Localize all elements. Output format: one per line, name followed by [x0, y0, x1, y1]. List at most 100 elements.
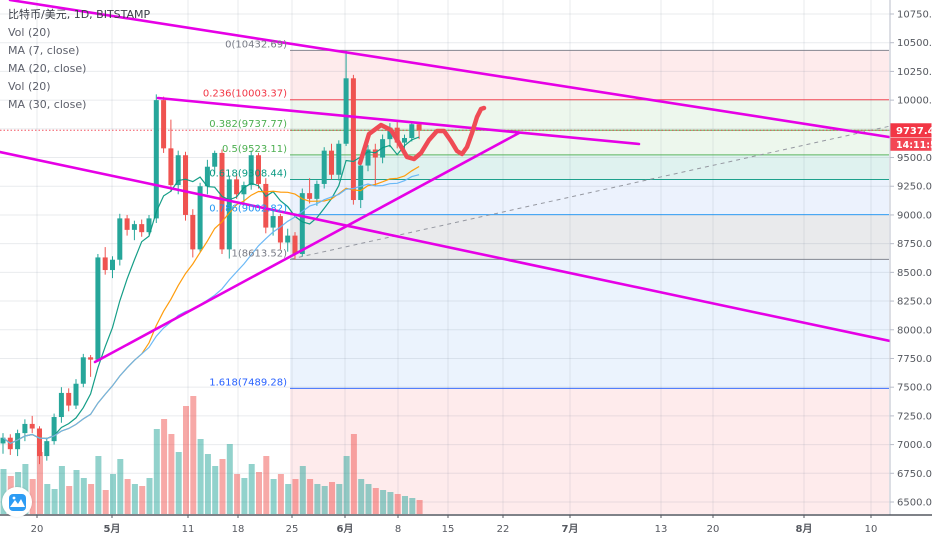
tradingview-logo[interactable]	[2, 487, 32, 517]
lower-channel-line[interactable]	[0, 150, 890, 343]
price-tick-label: 6750.00	[897, 469, 932, 480]
volume-bar	[190, 396, 197, 514]
candle-body	[329, 150, 334, 175]
fib-band	[290, 388, 889, 514]
time-tick-label: 18	[232, 524, 245, 535]
legend-ma30[interactable]: MA (30, close)	[8, 98, 87, 111]
volume-bar	[292, 479, 299, 514]
candle-body	[102, 257, 108, 271]
candle-body	[212, 152, 218, 167]
volume-histogram	[0, 396, 423, 514]
volume-bar	[416, 500, 423, 514]
volume-bar	[234, 474, 241, 514]
price-axis-ticks[interactable]: 10750.0010500.0010250.0010000.009750.009…	[890, 10, 932, 509]
last-price-label-bg	[890, 123, 932, 138]
volume-bar	[110, 474, 116, 514]
countdown-value: 14:11:52	[896, 140, 932, 151]
volume-bar	[350, 434, 357, 514]
time-tick-label: 11	[182, 524, 195, 535]
volume-bar	[329, 482, 335, 514]
volume-bar	[139, 486, 146, 514]
legend-vol-2[interactable]: Vol (20)	[8, 80, 51, 93]
legend-ma7[interactable]: MA (7, close)	[8, 44, 80, 57]
volume-bar	[336, 484, 343, 514]
price-axis-panel[interactable]	[890, 0, 932, 550]
candle-body	[66, 392, 72, 406]
volume-bar	[80, 478, 87, 514]
price-tick-label: 10500.00	[897, 38, 932, 49]
candle-body	[365, 149, 371, 166]
candle-body	[29, 423, 35, 429]
fib-anchor-dashed-line[interactable]	[290, 117, 931, 260]
price-tick-label: 9000.00	[897, 210, 932, 221]
price-tick-label: 10000.00	[897, 96, 932, 107]
volume-bar	[365, 484, 372, 514]
candlestick-series	[0, 50, 422, 465]
price-tick-label: 10250.00	[897, 67, 932, 78]
volume-bar	[248, 464, 255, 514]
volume-bar	[314, 484, 321, 514]
candle-body	[292, 235, 298, 254]
time-tick-label: 10	[865, 524, 878, 535]
candle-body	[146, 218, 152, 233]
time-axis-panel[interactable]	[0, 515, 932, 550]
candle-body	[307, 193, 313, 199]
fib-level-label: 1(8613.52)	[231, 248, 287, 259]
legend-ma20[interactable]: MA (20, close)	[8, 62, 87, 75]
rising-support-line[interactable]	[93, 131, 521, 364]
volume-bar	[175, 452, 182, 514]
candle-body	[51, 417, 57, 442]
time-axis-ticks[interactable]: 20 5月 11 18 25 6月 8 15 22 7月 13 20 8月 10	[31, 515, 878, 535]
last-price-value: 9737.44	[896, 126, 932, 137]
volume-bar	[402, 496, 408, 514]
candle-body	[37, 428, 42, 457]
candle-body	[343, 78, 349, 144]
volume-bar	[102, 490, 109, 514]
price-tick-label: 10750.00	[897, 10, 932, 21]
candle-body	[197, 186, 203, 250]
volume-bar	[161, 419, 168, 514]
symbol-title[interactable]: 比特币/美元, 1D, BITSTAMP	[8, 8, 151, 21]
ma30-line	[2, 174, 420, 445]
volume-bar	[358, 479, 365, 514]
candle-body	[168, 148, 174, 186]
legend-vol-1[interactable]: Vol (20)	[8, 26, 51, 39]
candle-body	[263, 183, 269, 228]
candle-body	[95, 257, 101, 360]
volume-bar	[343, 456, 350, 514]
candle-body	[226, 179, 232, 250]
volume-bar	[95, 456, 102, 514]
candle-body	[88, 357, 94, 360]
fib-level-label: 0(10432.69)	[225, 39, 287, 50]
volume-bar	[51, 489, 58, 514]
time-tick-label: 8月	[796, 523, 813, 535]
volume-bar	[124, 479, 131, 514]
price-tick-label: 8750.00	[897, 239, 932, 250]
candle-body	[175, 155, 181, 186]
time-tick-label: 15	[442, 524, 455, 535]
candle-body	[387, 127, 393, 140]
volume-bar	[241, 478, 248, 514]
time-tick-label: 7月	[562, 523, 579, 535]
time-tick-label: 22	[497, 524, 510, 535]
candle-body	[0, 437, 6, 444]
upper-channel-line[interactable]	[8, 0, 890, 139]
candle-body	[241, 185, 247, 195]
indicator-legend: 比特币/美元, 1D, BITSTAMP Vol (20) MA (7, clo…	[8, 6, 150, 114]
price-tick-label: 8250.00	[897, 297, 932, 308]
candle-body	[256, 155, 261, 184]
fib-band	[290, 259, 889, 389]
candle-body	[409, 124, 415, 139]
volume-bar	[299, 466, 306, 514]
volume-bar	[183, 406, 189, 514]
fib-band	[290, 154, 889, 180]
minor-resistance-line[interactable]	[156, 96, 641, 146]
time-tick-label: 5月	[104, 523, 121, 535]
candle-body	[139, 224, 145, 233]
price-tick-label: 7000.00	[897, 440, 932, 451]
candle-body	[124, 218, 130, 230]
volume-bar	[263, 456, 270, 514]
brush-drawing[interactable]	[357, 105, 487, 166]
